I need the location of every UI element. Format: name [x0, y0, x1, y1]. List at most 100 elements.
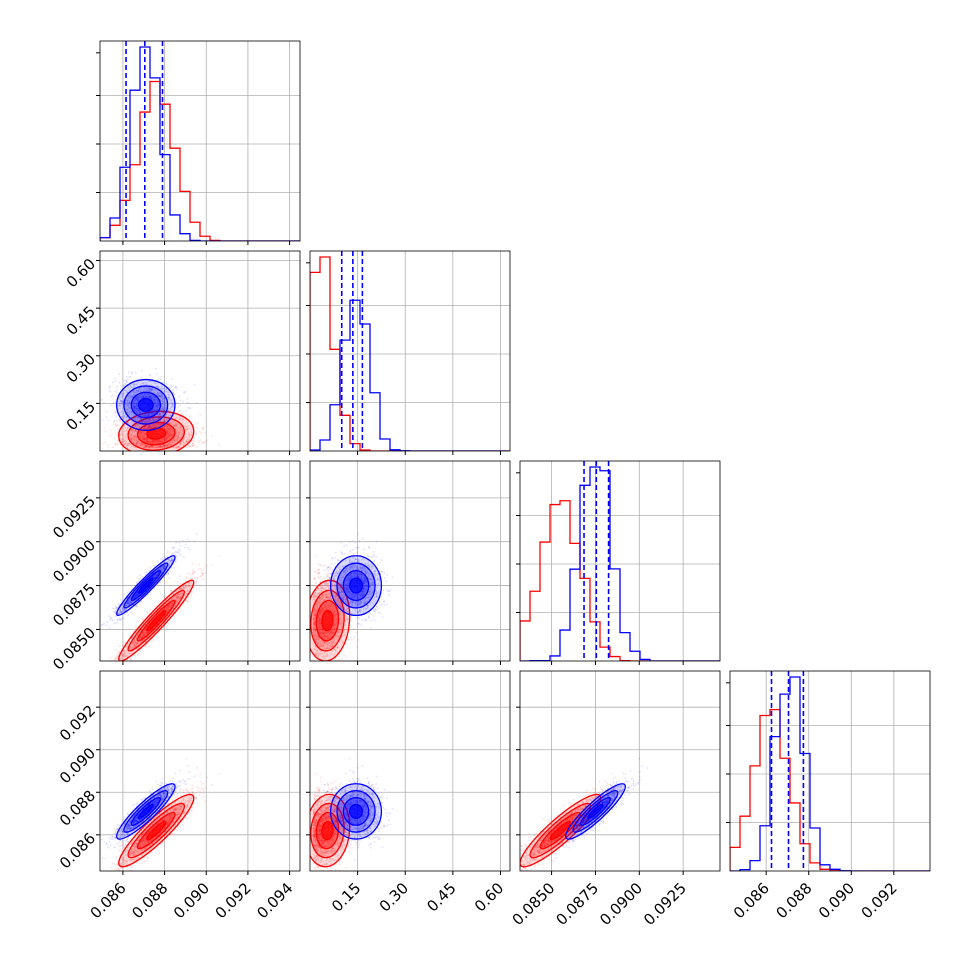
scatter-point	[149, 387, 151, 390]
scatter-point	[159, 446, 162, 449]
scatter-point	[139, 435, 142, 438]
scatter-point	[181, 412, 184, 414]
scatter-point	[127, 442, 130, 445]
scatter-point	[151, 445, 154, 448]
scatter-point	[175, 435, 178, 438]
scatter-point	[153, 445, 156, 448]
scatter-point	[159, 440, 162, 443]
scatter-point	[133, 437, 135, 440]
scatter-point	[146, 420, 148, 423]
scatter-point	[170, 553, 173, 556]
scatter-point	[143, 427, 145, 430]
scatter-point	[139, 434, 142, 437]
scatter-point	[158, 417, 160, 420]
scatter-point	[135, 436, 138, 438]
scatter-point	[153, 440, 156, 443]
scatter-point	[105, 416, 108, 418]
scatter-point	[132, 430, 135, 433]
scatter-point	[105, 668, 107, 670]
scatter-point	[118, 373, 120, 376]
scatter-point	[204, 572, 207, 574]
scatter-point	[206, 564, 209, 567]
scatter-point	[134, 435, 137, 438]
scatter-point	[159, 445, 162, 447]
scatter-point	[129, 375, 132, 378]
scatter-point	[138, 387, 141, 390]
scatter-point	[142, 446, 144, 449]
scatter-point	[126, 408, 129, 411]
scatter-point	[121, 400, 123, 403]
scatter-point	[145, 441, 148, 444]
scatter-point	[140, 437, 143, 440]
scatter-point	[132, 392, 135, 395]
scatter-point	[135, 411, 138, 414]
scatter-point	[177, 406, 180, 409]
scatter-point	[140, 431, 143, 434]
scatter-point	[167, 623, 170, 625]
scatter-point	[118, 645, 121, 648]
scatter-point	[162, 446, 164, 449]
scatter-point	[145, 444, 148, 447]
scatter-point	[138, 432, 141, 435]
scatter-point	[163, 444, 166, 447]
scatter-point	[153, 388, 156, 391]
scatter-point	[166, 444, 169, 447]
scatter-point	[149, 445, 151, 448]
scatter-point	[152, 441, 154, 444]
scatter-point	[188, 415, 191, 418]
scatter-point	[133, 430, 136, 433]
scatter-point	[160, 445, 163, 448]
scatter-point	[147, 419, 150, 421]
scatter-point	[126, 444, 129, 447]
scatter-point	[144, 392, 146, 395]
scatter-point	[119, 598, 122, 601]
scatter-point	[136, 441, 139, 444]
scatter-point	[128, 407, 131, 410]
scatter-point	[179, 428, 182, 430]
scatter-point	[114, 663, 116, 665]
scatter-point	[179, 425, 181, 428]
scatter-point	[185, 428, 188, 431]
scatter-point	[143, 437, 145, 440]
scatter-point	[156, 399, 159, 402]
scatter-point	[138, 430, 141, 433]
scatter-point	[133, 383, 136, 386]
scatter-point	[137, 399, 139, 402]
scatter-point	[169, 443, 172, 445]
scatter-point	[157, 439, 160, 442]
scatter-point	[147, 393, 150, 396]
scatter-point	[179, 575, 181, 577]
scatter-point	[150, 398, 153, 400]
scatter-point	[167, 409, 170, 412]
scatter-point	[144, 396, 147, 399]
scatter-point	[114, 443, 117, 446]
scatter-point	[101, 442, 104, 445]
scatter-point	[125, 441, 128, 444]
scatter-point	[116, 656, 119, 658]
scatter-point	[143, 426, 146, 429]
scatter-point	[147, 426, 150, 429]
scatter-point	[142, 420, 145, 423]
scatter-point	[163, 397, 166, 399]
scatter-point	[126, 668, 128, 670]
scatter-point	[126, 444, 129, 447]
scatter-point	[114, 610, 117, 612]
scatter-point	[179, 443, 182, 446]
scatter-point	[130, 439, 133, 441]
scatter-point	[104, 430, 107, 433]
scatter-point	[129, 438, 132, 440]
scatter-point	[188, 431, 190, 434]
scatter-point	[126, 403, 129, 406]
scatter-point	[114, 443, 117, 445]
scatter-point	[118, 663, 120, 665]
scatter-point	[162, 400, 165, 403]
scatter-point	[115, 425, 117, 427]
scatter-point	[149, 608, 152, 611]
scatter-point	[146, 441, 149, 444]
scatter-point	[156, 402, 159, 405]
scatter-point	[130, 445, 133, 448]
scatter-point	[176, 433, 179, 436]
scatter-point	[181, 429, 184, 432]
scatter-point	[151, 445, 153, 448]
